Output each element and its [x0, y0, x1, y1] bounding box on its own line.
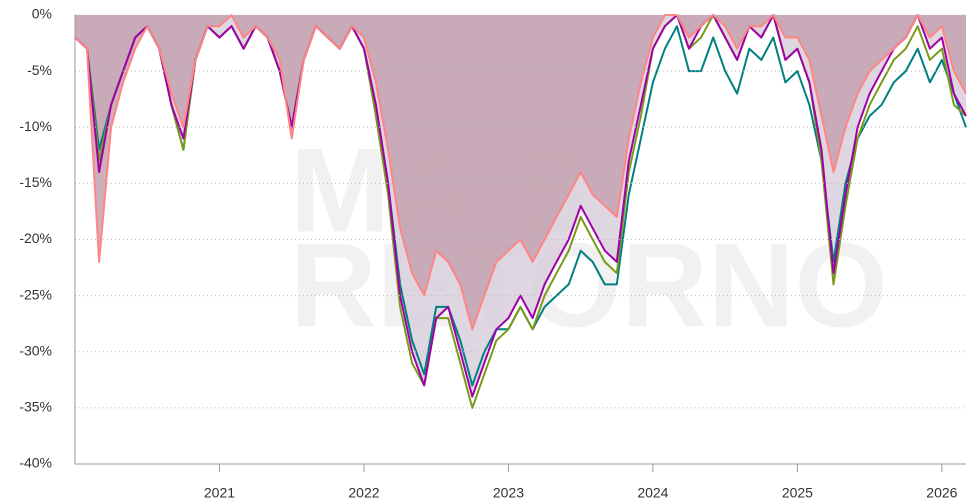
x-tick-label: 2022: [348, 485, 379, 501]
x-tick-label: 2023: [493, 485, 524, 501]
y-tick-label: -20%: [19, 230, 52, 246]
watermark: RETORNO: [290, 219, 888, 353]
y-tick-label: -30%: [19, 342, 52, 358]
y-tick-label: -40%: [19, 455, 52, 471]
x-tick-label: 2025: [782, 485, 813, 501]
x-tick-label: 2026: [926, 485, 957, 501]
series-line: [74, 14, 967, 398]
y-tick-label: -5%: [27, 62, 52, 78]
y-tick-label: -25%: [19, 286, 52, 302]
y-tick-label: -10%: [19, 118, 52, 134]
y-tick-label: 0%: [32, 6, 52, 22]
x-tick-label: 2024: [637, 485, 668, 501]
series-line: [74, 14, 967, 331]
y-tick-label: -35%: [19, 399, 52, 415]
y-tick-label: -15%: [19, 174, 52, 190]
x-tick-label: 2021: [204, 485, 235, 501]
